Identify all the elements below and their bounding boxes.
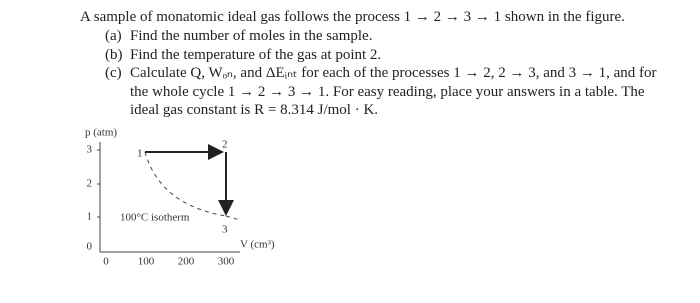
isotherm-label: 100°C isotherm [120,212,190,224]
part-text: Find the temperature of the gas at point… [130,46,382,63]
part: (c) Calculate Q, Wₒₙ, and ΔEᵢₙₜ for each … [105,64,675,120]
y-tick-label: 0 [87,241,93,253]
x-tick-label: 0 [103,256,109,268]
x-tick-label: 100 [138,256,155,268]
part-label: (a) [105,28,122,44]
x-tick-label: 300 [218,256,235,268]
y-axis-label: p (atm) [85,127,117,139]
y-tick-label: 3 [87,144,93,156]
intro: A sample of monatomic ideal gas follows … [80,9,625,25]
part: (a) Find the number of moles in the sampl… [105,27,675,46]
point-label: 2 [222,139,228,151]
isotherm [225,215,241,221]
parts: (a) Find the number of moles in the sampl… [105,27,675,120]
isotherm [144,151,227,217]
point-label: 1 [137,148,143,160]
x-tick-label: 200 [178,256,195,268]
point-label: 3 [222,224,228,236]
part-label: (c) [105,65,122,81]
y-tick-label: 2 [87,178,93,190]
part: (b) Find the temperature of the gas at po… [105,46,675,65]
part-text: Calculate Q, Wₒₙ, and ΔEᵢₙₜ for each of … [130,65,657,118]
x-axis-label: V (cm³) [240,239,275,251]
part-label: (b) [105,46,123,63]
y-tick-label: 1 [87,211,93,223]
part-text: Find the number of moles in the sample. [130,28,373,44]
